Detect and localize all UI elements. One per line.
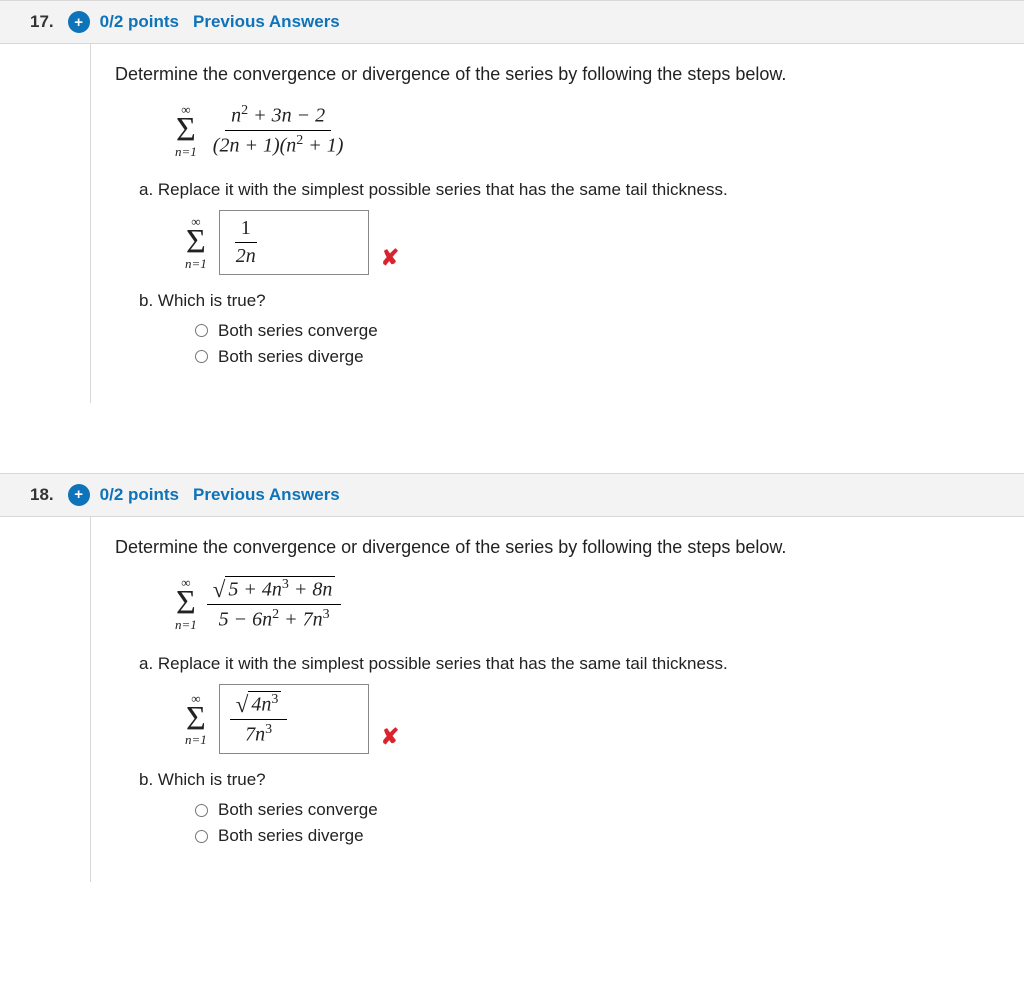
answer-input[interactable]: √4n3 7n3 <box>219 684 369 754</box>
part-a-label: a. Replace it with the simplest possible… <box>139 180 1000 200</box>
sigma-symbol: ∞ Σ n=1 <box>175 103 197 158</box>
points-label: 0/2 points <box>100 12 179 32</box>
fraction: √5 + 4n3 + 8n 5 − 6n2 + 7n3 <box>207 576 342 632</box>
fraction: n2 + 3n − 2 (2n + 1)(n2 + 1) <box>207 103 350 157</box>
points-label: 0/2 points <box>100 485 179 505</box>
plus-icon[interactable]: + <box>68 484 90 506</box>
sigma-symbol: ∞ Σ n=1 <box>175 576 197 631</box>
question-number: 17. <box>30 12 54 32</box>
radio-label: Both series converge <box>218 321 378 341</box>
radio-label: Both series diverge <box>218 347 364 367</box>
series-expression: ∞ Σ n=1 √5 + 4n3 + 8n 5 − 6n2 + 7n3 <box>175 576 1000 632</box>
question-17: 17. + 0/2 points Previous Answers Determ… <box>0 0 1024 403</box>
radio-input[interactable] <box>195 324 208 337</box>
radio-label: Both series diverge <box>218 826 364 846</box>
incorrect-icon: ✘ <box>381 245 399 271</box>
radio-input[interactable] <box>195 804 208 817</box>
question-number: 18. <box>30 485 54 505</box>
part-b-label: b. Which is true? <box>139 770 1000 790</box>
question-18: 18. + 0/2 points Previous Answers Determ… <box>0 473 1024 882</box>
previous-answers-link[interactable]: Previous Answers <box>193 12 340 32</box>
radio-option-converge[interactable]: Both series converge <box>195 321 1000 341</box>
plus-icon[interactable]: + <box>68 11 90 33</box>
radio-input[interactable] <box>195 350 208 363</box>
sigma-symbol: ∞ Σ n=1 <box>185 692 207 747</box>
answer-row-a: ∞ Σ n=1 1 2n ✘ <box>185 210 1000 275</box>
series-expression: ∞ Σ n=1 n2 + 3n − 2 (2n + 1)(n2 + 1) <box>175 103 1000 158</box>
radio-option-converge[interactable]: Both series converge <box>195 800 1000 820</box>
question-body: Determine the convergence or divergence … <box>90 517 1024 882</box>
prompt-text: Determine the convergence or divergence … <box>115 537 1000 558</box>
part-b-label: b. Which is true? <box>139 291 1000 311</box>
radio-label: Both series converge <box>218 800 378 820</box>
question-body: Determine the convergence or divergence … <box>90 44 1024 403</box>
question-header: 18. + 0/2 points Previous Answers <box>0 473 1024 517</box>
radio-option-diverge[interactable]: Both series diverge <box>195 347 1000 367</box>
incorrect-icon: ✘ <box>381 724 399 750</box>
previous-answers-link[interactable]: Previous Answers <box>193 485 340 505</box>
answer-input[interactable]: 1 2n <box>219 210 369 275</box>
part-a-label: a. Replace it with the simplest possible… <box>139 654 1000 674</box>
radio-input[interactable] <box>195 830 208 843</box>
question-header: 17. + 0/2 points Previous Answers <box>0 0 1024 44</box>
radio-option-diverge[interactable]: Both series diverge <box>195 826 1000 846</box>
sigma-symbol: ∞ Σ n=1 <box>185 215 207 270</box>
prompt-text: Determine the convergence or divergence … <box>115 64 1000 85</box>
answer-row-a: ∞ Σ n=1 √4n3 7n3 ✘ <box>185 684 1000 754</box>
